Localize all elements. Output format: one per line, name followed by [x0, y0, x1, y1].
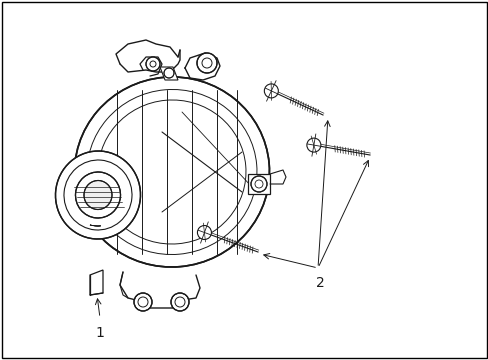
Polygon shape: [247, 174, 269, 194]
Polygon shape: [90, 270, 103, 295]
Circle shape: [250, 176, 266, 192]
Circle shape: [146, 57, 160, 71]
Circle shape: [197, 53, 217, 73]
Ellipse shape: [55, 151, 140, 239]
Polygon shape: [160, 67, 178, 80]
Circle shape: [264, 84, 278, 98]
Circle shape: [134, 293, 152, 311]
Circle shape: [197, 225, 211, 239]
Circle shape: [171, 293, 189, 311]
Circle shape: [163, 68, 174, 78]
Circle shape: [306, 138, 320, 152]
Text: 2: 2: [315, 276, 324, 290]
Ellipse shape: [75, 172, 120, 218]
Ellipse shape: [84, 180, 112, 210]
Text: 1: 1: [95, 326, 104, 340]
Ellipse shape: [74, 77, 269, 267]
